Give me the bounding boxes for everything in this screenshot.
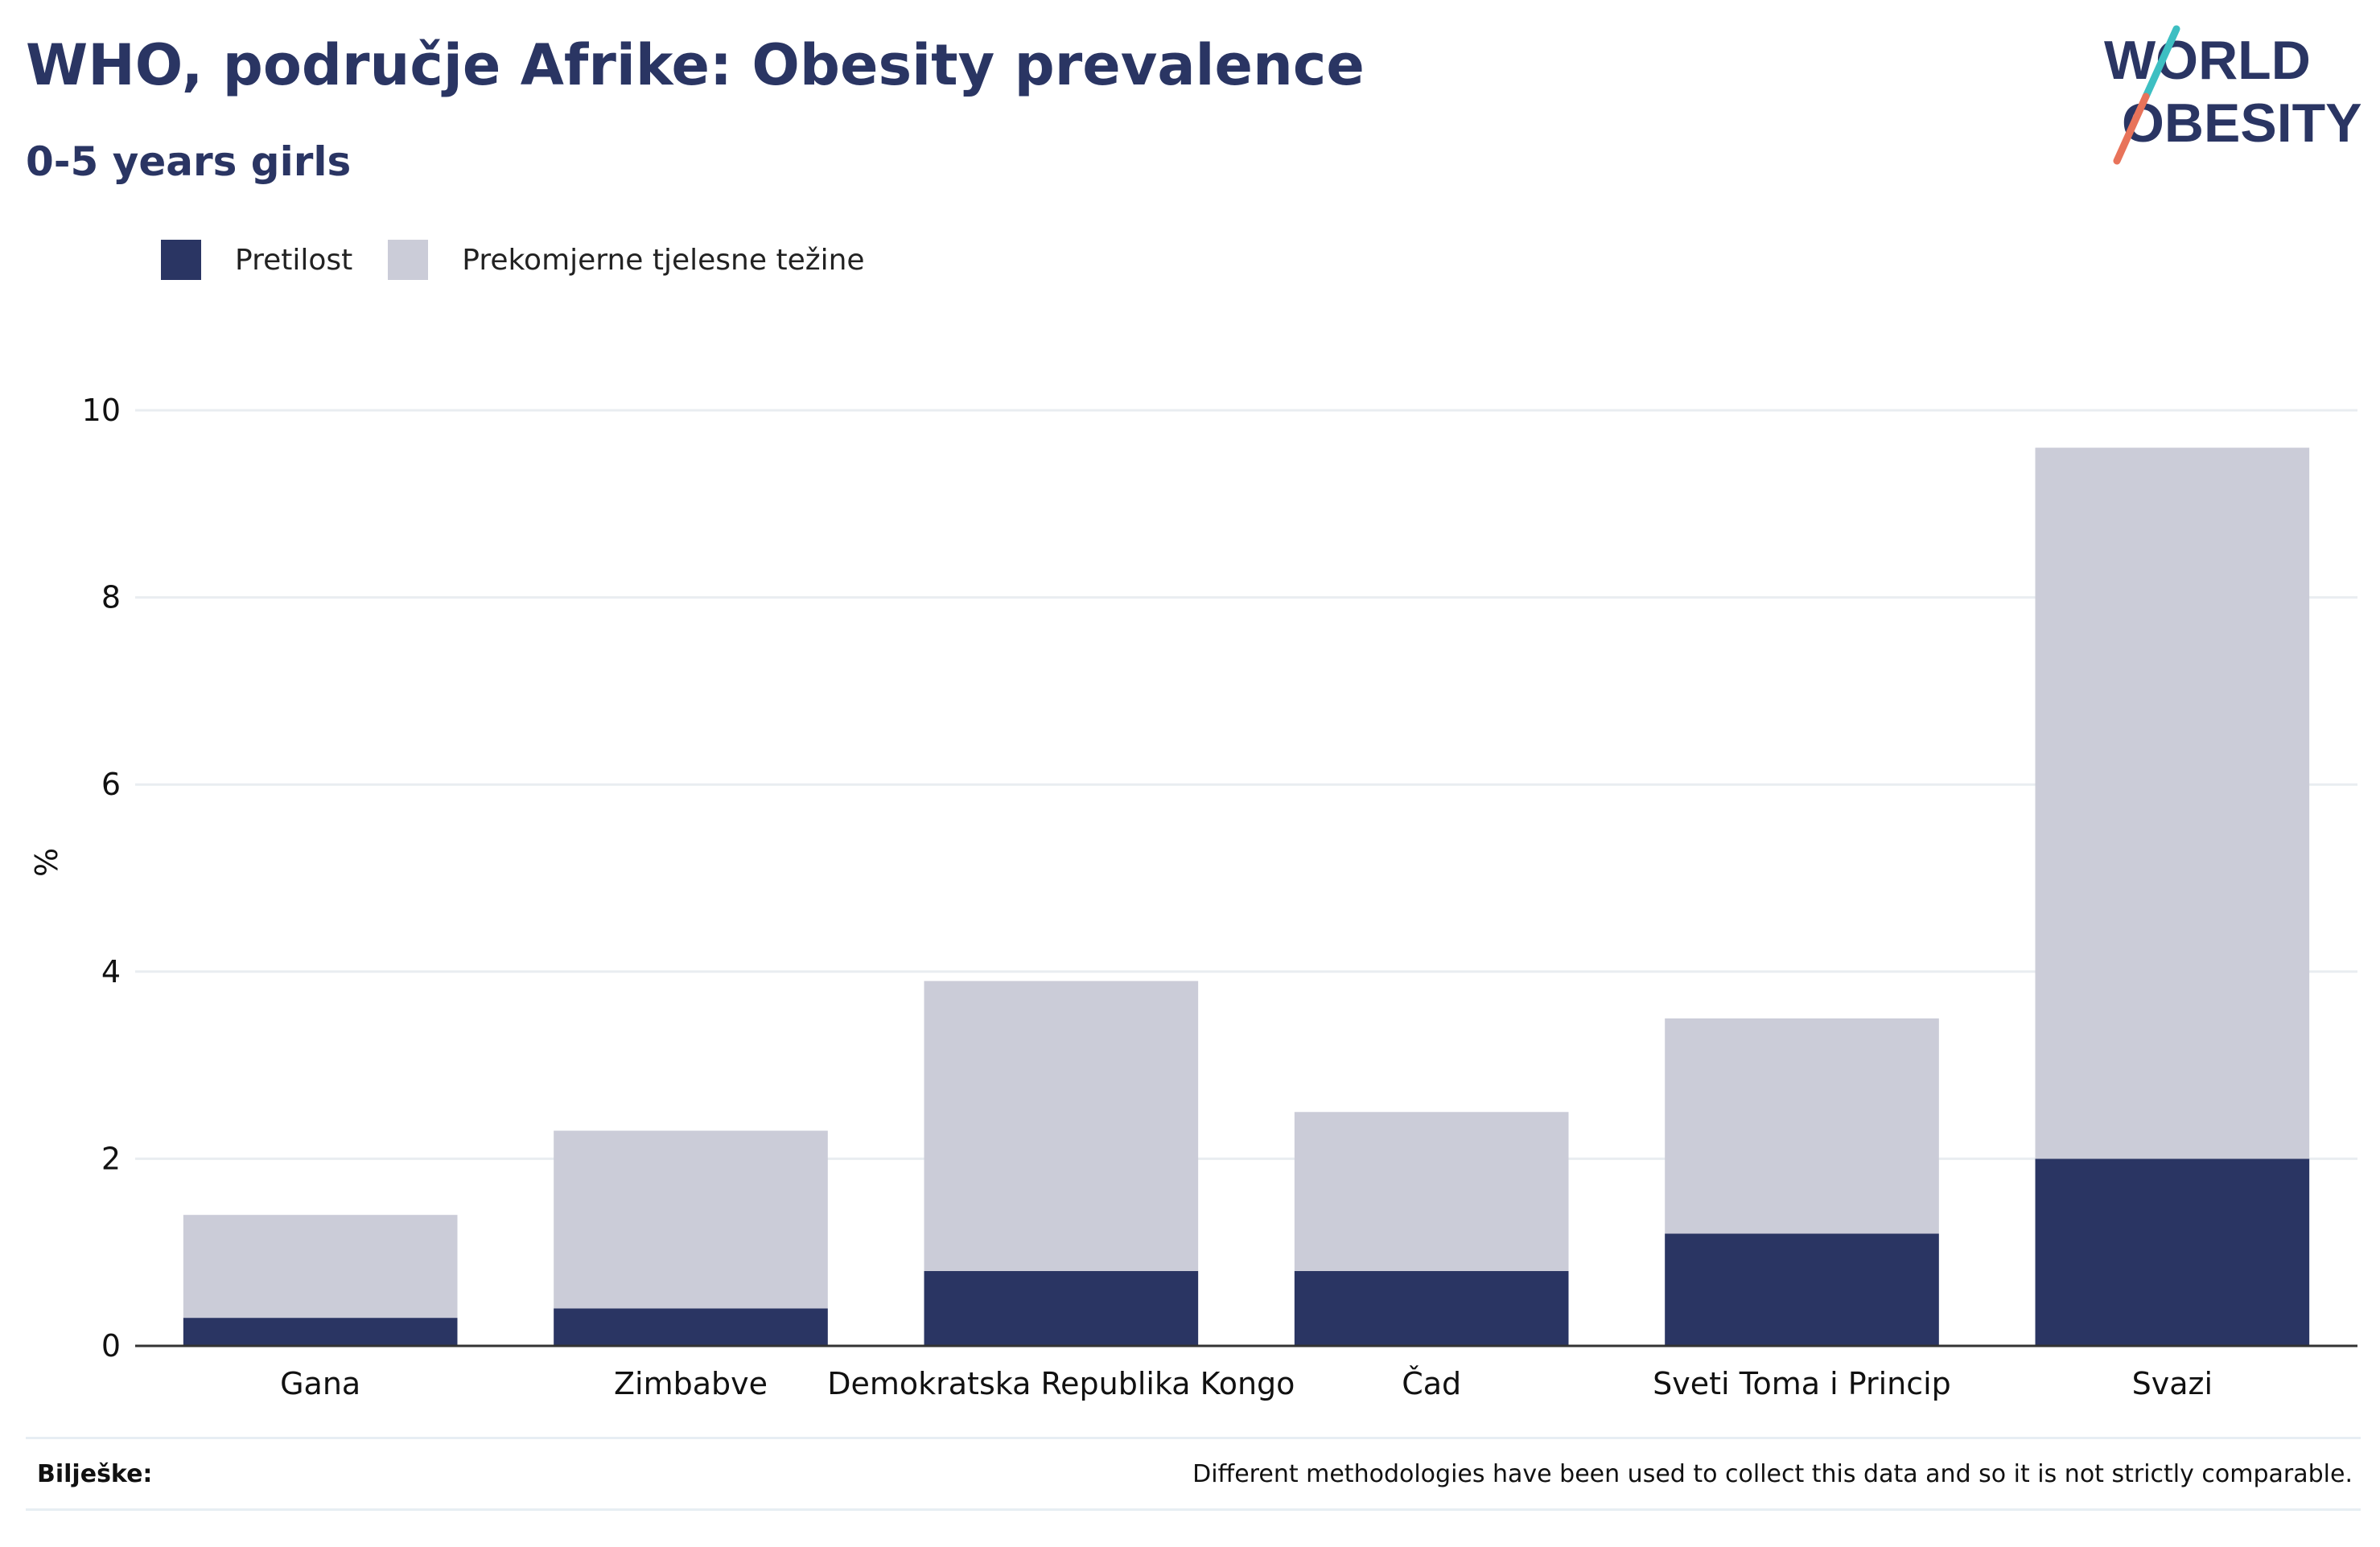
legend-label-obesity: Pretilost xyxy=(235,243,353,277)
bar-segment-obesity xyxy=(1665,1233,1939,1346)
bar-segment-overweight xyxy=(554,1130,828,1309)
x-tick-label: Zimbabve xyxy=(614,1366,768,1401)
bar-segment-overweight xyxy=(2035,447,2310,1159)
legend: Pretilost Prekomjerne tjelesne težine xyxy=(161,237,900,282)
y-tick-label: 8 xyxy=(101,580,121,615)
x-tick-label: Sveti Toma i Princip xyxy=(1653,1366,1951,1401)
chart-title: WHO, područje Afrike: Obesity prevalence xyxy=(26,32,1365,98)
y-tick-label: 10 xyxy=(82,393,121,428)
world-obesity-logo: WORLD OBESITY xyxy=(2104,25,2361,165)
legend-swatch-obesity xyxy=(161,240,201,280)
notes-text: Different methodologies have been used t… xyxy=(1192,1460,2353,1488)
legend-swatch-overweight xyxy=(388,240,429,280)
legend-item-overweight[interactable]: Prekomjerne tjelesne težine xyxy=(388,240,865,280)
x-tick-label: Demokratska Republika Kongo xyxy=(827,1366,1295,1401)
bar-segment-overweight xyxy=(183,1215,458,1319)
notes-section: Bilješke: Different methodologies have b… xyxy=(26,1437,2361,1511)
bar-segment-overweight xyxy=(924,981,1199,1271)
bar-segment-obesity xyxy=(183,1318,458,1346)
y-tick-label: 6 xyxy=(101,767,121,802)
bar-segment-obesity xyxy=(924,1270,1199,1346)
y-axis-label: % xyxy=(29,847,64,877)
legend-label-overweight: Prekomjerne tjelesne težine xyxy=(462,243,865,277)
chart-subtitle: 0-5 years girls xyxy=(26,138,352,185)
y-tick-label: 0 xyxy=(101,1328,121,1364)
bar-segment-obesity xyxy=(1294,1270,1569,1346)
bar-segment-overweight xyxy=(1665,1018,1939,1234)
bar-segment-obesity xyxy=(2035,1158,2310,1346)
x-tick-label: Svazi xyxy=(2132,1366,2213,1401)
notes-label: Bilješke: xyxy=(37,1460,153,1488)
bar-segment-obesity xyxy=(554,1308,828,1346)
legend-item-obesity[interactable]: Pretilost xyxy=(161,240,352,280)
logo-line1: WORLD xyxy=(2104,30,2311,91)
y-tick-label: 4 xyxy=(101,954,121,990)
x-tick-label: Gana xyxy=(280,1366,360,1401)
x-tick-label: Čad xyxy=(1402,1366,1461,1401)
bar-segment-overweight xyxy=(1294,1112,1569,1271)
logo-line2: OBESITY xyxy=(2122,93,2361,154)
y-tick-label: 2 xyxy=(101,1141,121,1176)
